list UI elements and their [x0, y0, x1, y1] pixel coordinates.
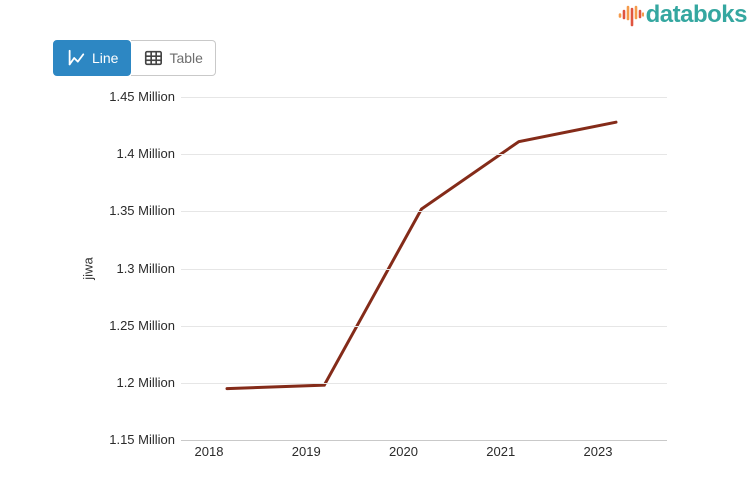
x-axis-tick-labels: 2018 2019 2020 2021 2023 [181, 444, 667, 464]
x-tick-label: 2021 [486, 444, 516, 459]
x-tick-label: 2018 [194, 444, 224, 459]
gridline [181, 268, 667, 270]
x-tick-label: 2020 [389, 444, 418, 459]
table-icon [145, 50, 163, 66]
chart-view-toggle: Line Table [53, 40, 216, 76]
databoks-logo: databoks [617, 1, 748, 30]
table-view-label: Table [169, 50, 203, 66]
gridline [181, 382, 667, 384]
x-axis-line [181, 440, 667, 441]
gridline [181, 325, 667, 327]
line-view-button[interactable]: Line [53, 40, 132, 76]
y-tick-label: 1.3 Million [116, 260, 175, 276]
y-tick-label: 1.15 Million [109, 432, 175, 447]
y-tick-label: 1.45 Million [109, 89, 175, 104]
gridline [181, 154, 667, 156]
logo-wordmark: databoks [645, 1, 748, 28]
y-tick-label: 1.2 Million [116, 374, 175, 390]
y-tick-label: 1.25 Million [109, 317, 175, 333]
y-axis-tick-labels: 1.15 Million 1.2 Million 1.25 Million 1.3 M… [0, 0, 177, 498]
line-series-svg [225, 120, 618, 391]
gridline [181, 97, 667, 98]
x-tick-label: 2019 [291, 444, 321, 459]
y-tick-label: 1.35 Million [109, 203, 175, 219]
line-view-label: Line [92, 50, 119, 66]
table-view-button[interactable]: Table [131, 40, 216, 76]
y-tick-label: 1.4 Million [116, 146, 175, 162]
gridline [181, 211, 667, 213]
population-line-series [225, 120, 618, 391]
plot-area [181, 97, 667, 441]
line-chart-icon [68, 49, 85, 66]
databoks-bars-icon [618, 5, 644, 27]
x-tick-label: 2023 [583, 444, 613, 459]
